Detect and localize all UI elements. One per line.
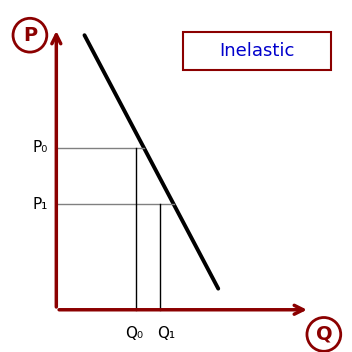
Text: P₀: P₀ <box>32 140 48 155</box>
Text: Inelastic: Inelastic <box>219 42 295 60</box>
FancyBboxPatch shape <box>183 32 331 70</box>
Text: Q₀: Q₀ <box>125 326 143 341</box>
Text: Q₁: Q₁ <box>157 326 176 341</box>
Text: P: P <box>23 26 37 45</box>
Text: P₁: P₁ <box>32 197 48 212</box>
Text: Q: Q <box>315 325 332 344</box>
